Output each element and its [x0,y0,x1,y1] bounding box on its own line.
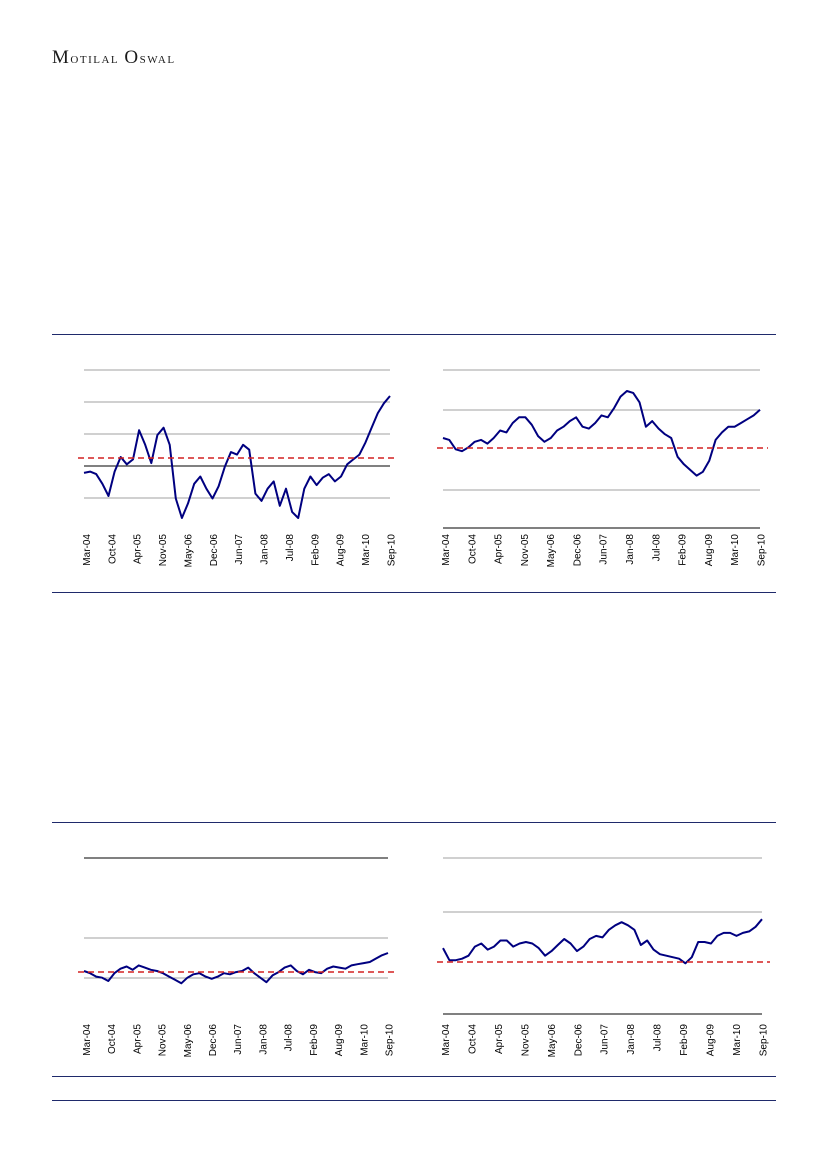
x-tick-label: Oct-04 [107,534,118,564]
x-tick-label: Mar-04 [441,534,452,566]
x-tick-label: Aug-09 [336,534,347,567]
x-tick-label: Jan-08 [260,534,271,565]
x-tick-label: Sep-10 [387,534,398,567]
x-tick-label: Nov-05 [158,1024,169,1057]
x-tick-label: Jul-08 [653,1024,664,1052]
x-tick-label: Apr-05 [494,534,505,564]
x-tick-label: Feb-09 [678,534,689,566]
x-tick-label: Mar-04 [82,1024,93,1056]
x-tick-label: Apr-05 [494,1024,505,1054]
x-tick-label: Mar-04 [82,534,93,566]
x-tick-label: Dec-06 [208,1024,219,1057]
x-tick-label: Aug-09 [334,1024,345,1057]
x-tick-label: Jun-07 [233,1024,244,1055]
page-footer-rule [52,1100,776,1101]
brand-logo-text: Motilal Oswal [52,47,176,68]
x-tick-label: Mar-10 [359,1024,370,1056]
x-tick-label: May-06 [183,1024,194,1058]
x-tick-label: Aug-09 [706,1024,717,1057]
x-tick-label: Oct-04 [107,1024,118,1054]
x-tick-label: Mar-04 [441,1024,452,1056]
section-rule-top-2 [52,822,776,823]
x-tick-label: Jun-07 [234,534,245,565]
x-tick-label: Oct-04 [468,1024,479,1054]
x-tick-label: Jun-07 [600,1024,611,1055]
x-tick-label: Sep-10 [756,534,767,567]
x-tick-label: Mar-10 [732,1024,743,1056]
x-tick-label: May-06 [184,534,195,568]
x-tick-label: Dec-06 [572,534,583,567]
x-tick-label: Apr-05 [133,534,144,564]
series-line [83,395,391,519]
x-tick-label: Jun-07 [599,534,610,565]
x-tick-label: Jul-08 [285,534,296,562]
x-tick-label: Jan-08 [626,1024,637,1055]
x-tick-label: Sep-10 [758,1024,769,1057]
series-line [442,918,763,965]
x-tick-label: Nov-05 [520,534,531,567]
x-tick-label: Feb-09 [310,534,321,566]
x-tick-label: Oct-04 [467,534,478,564]
x-tick-label: Nov-05 [520,1024,531,1057]
x-tick-label: Mar-10 [361,534,372,566]
x-tick-label: Feb-09 [679,1024,690,1056]
x-tick-label: Dec-06 [209,534,220,567]
series-line [83,952,389,985]
x-tick-label: Feb-09 [309,1024,320,1056]
section-rule-top-1 [52,334,776,335]
x-tick-label: Jan-08 [258,1024,269,1055]
section-rule-bottom-1 [52,592,776,593]
x-tick-label: Jan-08 [625,534,636,565]
x-tick-label: Jul-08 [651,534,662,562]
x-tick-label: Aug-09 [704,534,715,567]
series-line [442,390,761,477]
section-rule-bottom-2 [52,1076,776,1077]
x-tick-label: Dec-06 [573,1024,584,1057]
x-tick-label: Mar-10 [730,534,741,566]
x-tick-label: May-06 [547,1024,558,1058]
x-tick-label: May-06 [546,534,557,568]
x-tick-label: Sep-10 [385,1024,396,1057]
x-tick-label: Jul-08 [284,1024,295,1052]
x-tick-label: Apr-05 [132,1024,143,1054]
x-tick-label: Nov-05 [158,534,169,567]
